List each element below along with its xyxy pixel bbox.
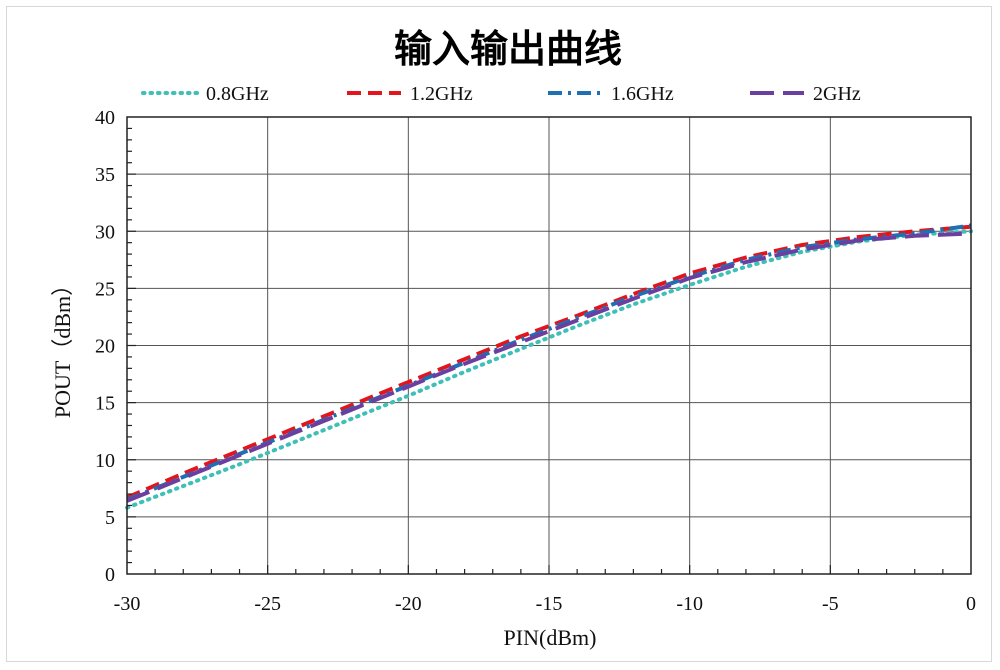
y-tick-label: 15 — [95, 393, 115, 415]
legend-label: 1.2GHz — [410, 83, 473, 105]
x-axis-label: PIN(dBm) — [504, 625, 597, 650]
y-tick-label: 5 — [105, 507, 115, 529]
chart-frame — [6, 6, 992, 662]
legend-label: 2GHz — [813, 83, 861, 105]
x-tick-label: -25 — [254, 593, 281, 615]
series-line-2GHz — [126, 231, 972, 503]
x-tick-label: -15 — [536, 593, 563, 615]
y-tick-label: 20 — [95, 336, 115, 358]
chart-title: 输入输出曲线 — [394, 26, 622, 71]
y-tick-label: 0 — [105, 564, 115, 586]
x-tick-label: -20 — [395, 593, 422, 615]
y-tick-label: 40 — [95, 107, 115, 129]
axes: -30 -25 -20 -15 -10 -5 0 0 5 10 15 20 25 30 35 40 — [95, 107, 976, 615]
series-group — [125, 223, 973, 510]
legend-label: 0.8GHz — [206, 83, 269, 105]
x-tick-label: -30 — [114, 593, 141, 615]
x-tick-label: 0 — [966, 593, 976, 615]
y-tick-label: 30 — [95, 221, 115, 243]
legend-label: 1.6GHz — [611, 83, 674, 105]
x-tick-label: -10 — [676, 593, 703, 615]
grid — [127, 117, 971, 574]
y-tick-label: 10 — [95, 450, 115, 472]
y-tick-label: 25 — [95, 278, 115, 300]
y-axis-label: POUT（dBm） — [50, 274, 75, 418]
series-line-1.2GHz — [126, 224, 972, 500]
legend: 0.8GHz 1.2GHz 1.6GHz 2GHz — [141, 83, 861, 105]
x-tick-label: -5 — [822, 593, 839, 615]
y-tick-label: 35 — [95, 164, 115, 186]
